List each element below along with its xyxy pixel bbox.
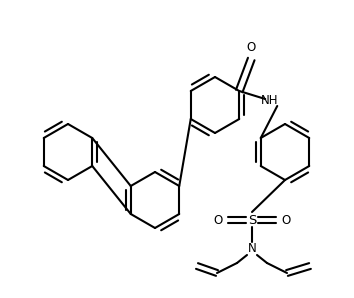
Text: O: O [247, 41, 256, 54]
Text: O: O [213, 213, 223, 226]
Text: S: S [248, 213, 256, 226]
Text: N: N [248, 241, 256, 254]
Text: O: O [281, 213, 291, 226]
Text: NH: NH [261, 94, 278, 108]
